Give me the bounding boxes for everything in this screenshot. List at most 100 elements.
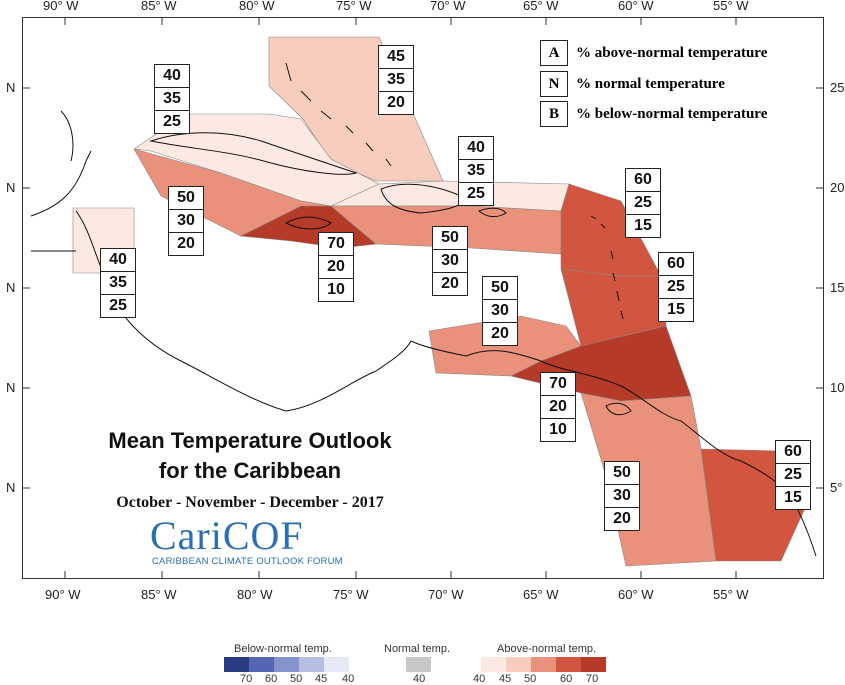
prob-box-abc: 50 30 20 — [482, 276, 518, 346]
colorbar-swatch — [556, 657, 581, 672]
lat-label: 15 — [830, 280, 845, 295]
above-value: 45 — [379, 46, 413, 69]
key-label: % normal temperature — [576, 75, 725, 92]
colorbar-tick: 50 — [524, 673, 537, 685]
above-value: 40 — [459, 137, 493, 160]
below-value: 10 — [549, 421, 567, 438]
below-value: 15 — [784, 489, 802, 506]
lon-label: 70° W — [430, 0, 466, 13]
above-value: 40 — [101, 249, 135, 272]
lon-label: 75° W — [336, 0, 372, 13]
normal-value: 25 — [626, 192, 660, 215]
colorbar-above-title: Above-normal temp. — [497, 643, 597, 655]
lat-label: N — [6, 380, 16, 395]
above-value: 50 — [169, 187, 203, 210]
normal-value: 30 — [483, 300, 517, 323]
above-value: 40 — [155, 65, 189, 88]
colorbar-tick: 40 — [473, 673, 486, 685]
lat-label: 20 — [830, 180, 845, 195]
map-title-line2: for the Caribbean — [158, 458, 342, 483]
key-item: N % normal temperature — [540, 71, 725, 97]
normal-value: 35 — [379, 69, 413, 92]
key-label: % above-normal temperature — [576, 44, 768, 61]
lon-label: 55° W — [713, 0, 749, 13]
below-value: 25 — [163, 113, 181, 130]
above-value: 60 — [659, 253, 693, 276]
lon-label: 55° W — [713, 587, 749, 602]
normal-value: 30 — [433, 250, 467, 273]
key-code: A — [540, 40, 568, 66]
normal-value: 35 — [101, 272, 135, 295]
below-value: 25 — [109, 297, 127, 314]
key-code: B — [540, 101, 568, 127]
map-title-line1: Mean Temperature Outlook — [108, 428, 392, 453]
prob-box-guyana: 50 30 20 — [604, 461, 640, 531]
below-value: 15 — [667, 301, 685, 318]
below-value: 20 — [613, 510, 631, 527]
normal-value: 20 — [319, 256, 353, 279]
lon-label: 65° W — [523, 587, 559, 602]
below-value: 10 — [327, 281, 345, 298]
lon-label: 85° W — [141, 587, 177, 602]
normal-value: 30 — [605, 485, 639, 508]
key-label: % below-normal temperature — [576, 105, 768, 122]
caricof-logo: CariCOF — [150, 513, 304, 558]
lon-label: 90° W — [45, 587, 81, 602]
below-value: 20 — [491, 325, 509, 342]
colorbar-tick: 45 — [315, 673, 328, 685]
prob-box-suriname: 60 25 15 — [775, 440, 811, 510]
colorbar-tick: 70 — [240, 673, 253, 685]
colorbar-tick: 60 — [265, 673, 278, 685]
caricof-logo-subtitle: CARIBBEAN CLIMATE OUTLOOK FORUM — [152, 556, 343, 567]
prob-box-jamaica: 70 20 10 — [318, 232, 354, 302]
lon-label: 60° W — [618, 0, 654, 13]
colorbar-swatch — [299, 657, 324, 672]
above-value: 70 — [319, 233, 353, 256]
lon-label: 90° W — [43, 0, 79, 13]
key-code: N — [540, 71, 568, 97]
colorbar-tick: 60 — [560, 673, 573, 685]
colorbar-swatch — [406, 657, 431, 672]
above-value: 70 — [541, 373, 575, 396]
prob-box-hispaniola-north: 40 35 25 — [458, 136, 494, 206]
coastlines — [30, 62, 817, 557]
below-value: 20 — [177, 235, 195, 252]
above-value: 50 — [433, 227, 467, 250]
colorbar-tick: 40 — [342, 673, 355, 685]
period-label: October - November - December - 2017 — [116, 494, 384, 511]
prob-box-trinidad: 70 20 10 — [540, 372, 576, 442]
above-value: 50 — [483, 277, 517, 300]
above-value: 60 — [626, 169, 660, 192]
lat-label: N — [6, 80, 16, 95]
lon-label: 60° W — [618, 587, 654, 602]
colorbar-swatch — [581, 657, 606, 672]
lat-label: N — [6, 480, 16, 495]
colorbar-swatch — [274, 657, 299, 672]
colorbar-below-title: Below-normal temp. — [234, 643, 332, 655]
below-value: 20 — [441, 275, 459, 292]
colorbar-tick: 70 — [586, 673, 599, 685]
colorbar-swatch — [506, 657, 531, 672]
colorbar-normal-title: Normal temp. — [384, 643, 451, 655]
colorbar-swatch — [481, 657, 506, 672]
colorbar-swatch — [324, 657, 349, 672]
below-value: 15 — [634, 217, 652, 234]
lon-label: 65° W — [523, 0, 559, 13]
lon-label: 85° W — [141, 0, 177, 13]
lon-label: 80° W — [237, 587, 273, 602]
zone-guyana — [580, 392, 717, 567]
prob-box-belize: 40 35 25 — [100, 248, 136, 318]
prob-box-leeward: 60 25 15 — [625, 168, 661, 238]
normal-value: 25 — [776, 464, 810, 487]
colorbar-swatch — [531, 657, 556, 672]
prob-box-hispaniola-south: 50 30 20 — [432, 226, 468, 296]
lat-label: 25 — [830, 80, 845, 95]
colorbar-tick: 45 — [499, 673, 512, 685]
above-value: 60 — [776, 441, 810, 464]
prob-box-cayman: 50 30 20 — [168, 186, 204, 256]
below-value: 25 — [467, 185, 485, 202]
key-item: B % below-normal temperature — [540, 101, 767, 127]
colorbar-tick: 50 — [290, 673, 303, 685]
lat-label: 5° — [830, 480, 843, 495]
colorbar-swatch — [249, 657, 274, 672]
